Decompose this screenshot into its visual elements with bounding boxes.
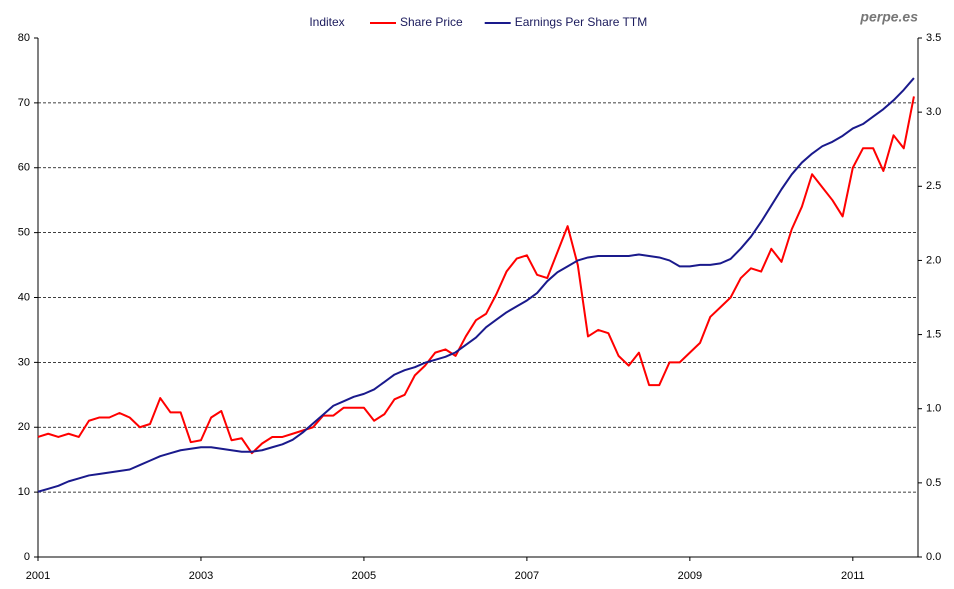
- y-tick-label: 40: [18, 291, 30, 303]
- y2-tick-label: 3.0: [926, 106, 941, 118]
- series-line: [37, 96, 915, 455]
- x-tick-label: 2007: [515, 570, 539, 582]
- series-line: [37, 77, 915, 493]
- y-tick-label: 20: [18, 421, 30, 433]
- y2-tick-label: 2.0: [926, 254, 941, 266]
- legend-title: Inditex: [309, 15, 344, 29]
- legend-label: Share Price: [400, 15, 463, 29]
- y-tick-label: 70: [18, 97, 30, 109]
- y2-tick-label: 1.0: [926, 403, 941, 415]
- y2-tick-label: 0.5: [926, 477, 941, 489]
- x-tick-label: 2009: [678, 570, 702, 582]
- x-tick-label: 2001: [26, 570, 50, 582]
- x-tick-label: 2005: [352, 570, 376, 582]
- y-tick-label: 30: [18, 356, 30, 368]
- legend-label: Earnings Per Share TTM: [515, 15, 648, 29]
- y-tick-label: 10: [18, 486, 30, 498]
- x-tick-label: 2003: [189, 570, 213, 582]
- y2-tick-label: 0.0: [926, 551, 941, 563]
- y-tick-label: 0: [24, 551, 30, 563]
- watermark: perpe.es: [859, 9, 918, 25]
- y-tick-label: 50: [18, 227, 30, 239]
- y-tick-label: 60: [18, 162, 30, 174]
- x-tick-label: 2011: [841, 570, 865, 582]
- y2-tick-label: 2.5: [926, 180, 941, 192]
- y2-tick-label: 1.5: [926, 328, 941, 340]
- y-tick-label: 80: [18, 32, 30, 44]
- y2-tick-label: 3.5: [926, 32, 941, 44]
